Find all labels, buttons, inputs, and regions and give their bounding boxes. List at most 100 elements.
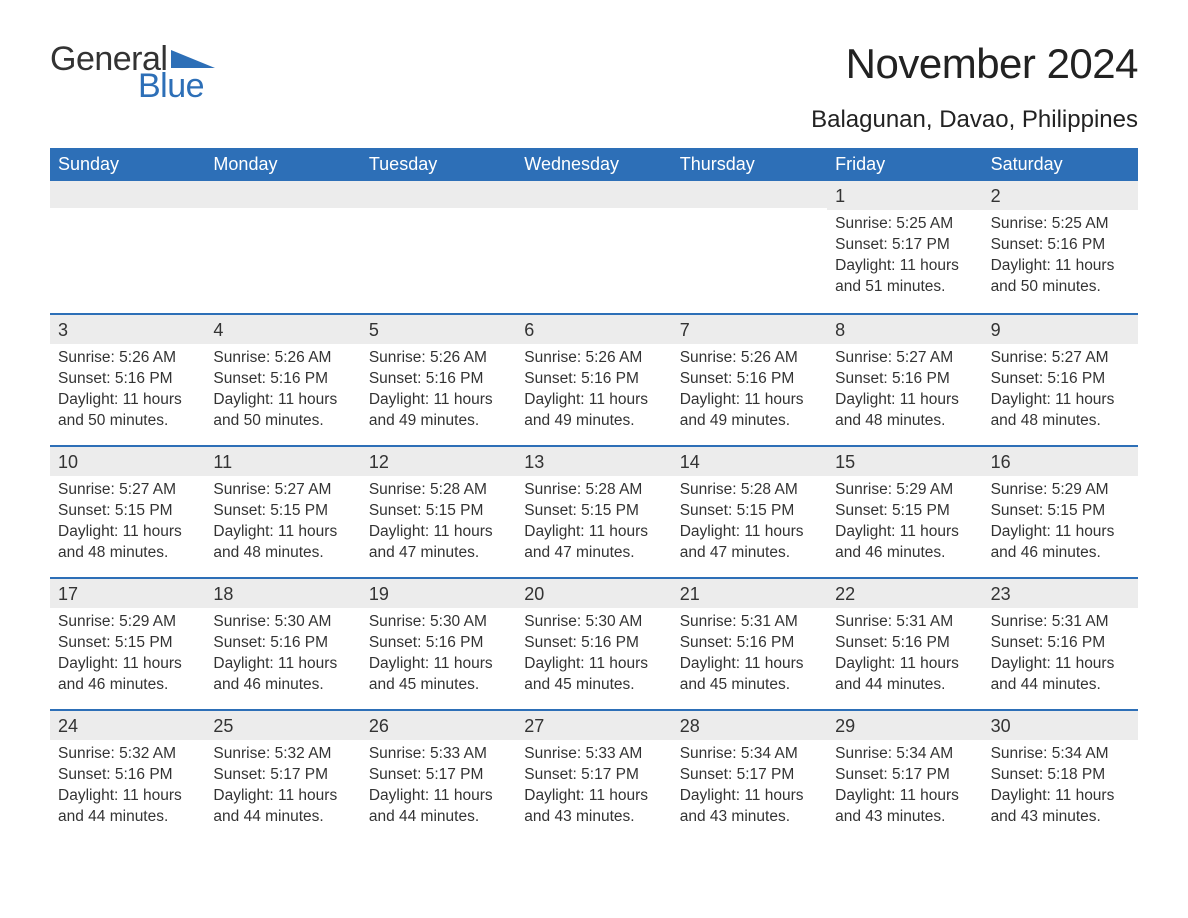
day-body: Sunrise: 5:25 AMSunset: 5:16 PMDaylight:… [983, 210, 1138, 306]
daylight-line: Daylight: 11 hours and 49 minutes. [524, 390, 663, 432]
day-body: Sunrise: 5:34 AMSunset: 5:17 PMDaylight:… [672, 740, 827, 836]
sunset-line: Sunset: 5:15 PM [991, 501, 1130, 522]
sunset-line: Sunset: 5:15 PM [524, 501, 663, 522]
daylight-line: Daylight: 11 hours and 47 minutes. [369, 522, 508, 564]
daylight-line: Daylight: 11 hours and 45 minutes. [524, 654, 663, 696]
day-number: 20 [516, 579, 671, 608]
daylight-line: Daylight: 11 hours and 50 minutes. [213, 390, 352, 432]
day-body: Sunrise: 5:30 AMSunset: 5:16 PMDaylight:… [205, 608, 360, 704]
weekday-header: Thursday [672, 148, 827, 181]
day-body: Sunrise: 5:25 AMSunset: 5:17 PMDaylight:… [827, 210, 982, 306]
empty-day-strip [361, 181, 516, 208]
day-body: Sunrise: 5:33 AMSunset: 5:17 PMDaylight:… [361, 740, 516, 836]
sunrise-line: Sunrise: 5:29 AM [991, 480, 1130, 501]
daylight-line: Daylight: 11 hours and 44 minutes. [835, 654, 974, 696]
day-cell: 4Sunrise: 5:26 AMSunset: 5:16 PMDaylight… [205, 315, 360, 445]
day-cell: 29Sunrise: 5:34 AMSunset: 5:17 PMDayligh… [827, 711, 982, 841]
day-number: 2 [983, 181, 1138, 210]
logo: General Blue [50, 40, 215, 106]
daylight-line: Daylight: 11 hours and 51 minutes. [835, 256, 974, 298]
day-cell: 5Sunrise: 5:26 AMSunset: 5:16 PMDaylight… [361, 315, 516, 445]
day-body: Sunrise: 5:31 AMSunset: 5:16 PMDaylight:… [672, 608, 827, 704]
day-number: 6 [516, 315, 671, 344]
sunrise-line: Sunrise: 5:26 AM [213, 348, 352, 369]
sunrise-line: Sunrise: 5:30 AM [213, 612, 352, 633]
day-number: 19 [361, 579, 516, 608]
day-number: 1 [827, 181, 982, 210]
sunrise-line: Sunrise: 5:28 AM [680, 480, 819, 501]
daylight-line: Daylight: 11 hours and 50 minutes. [991, 256, 1130, 298]
day-cell: 18Sunrise: 5:30 AMSunset: 5:16 PMDayligh… [205, 579, 360, 709]
sunrise-line: Sunrise: 5:29 AM [58, 612, 197, 633]
day-cell: 21Sunrise: 5:31 AMSunset: 5:16 PMDayligh… [672, 579, 827, 709]
daylight-line: Daylight: 11 hours and 46 minutes. [835, 522, 974, 564]
sunrise-line: Sunrise: 5:34 AM [835, 744, 974, 765]
daylight-line: Daylight: 11 hours and 44 minutes. [369, 786, 508, 828]
sunrise-line: Sunrise: 5:32 AM [213, 744, 352, 765]
logo-word-blue: Blue [138, 67, 215, 106]
sunset-line: Sunset: 5:17 PM [680, 765, 819, 786]
empty-day-strip [516, 181, 671, 208]
day-number: 17 [50, 579, 205, 608]
day-cell [50, 181, 205, 313]
day-body: Sunrise: 5:30 AMSunset: 5:16 PMDaylight:… [361, 608, 516, 704]
sunset-line: Sunset: 5:15 PM [58, 501, 197, 522]
day-cell: 9Sunrise: 5:27 AMSunset: 5:16 PMDaylight… [983, 315, 1138, 445]
sunset-line: Sunset: 5:16 PM [58, 765, 197, 786]
sunset-line: Sunset: 5:15 PM [835, 501, 974, 522]
day-body: Sunrise: 5:29 AMSunset: 5:15 PMDaylight:… [827, 476, 982, 572]
sunset-line: Sunset: 5:16 PM [680, 369, 819, 390]
day-cell: 7Sunrise: 5:26 AMSunset: 5:16 PMDaylight… [672, 315, 827, 445]
sunset-line: Sunset: 5:17 PM [835, 235, 974, 256]
daylight-line: Daylight: 11 hours and 43 minutes. [524, 786, 663, 828]
day-number: 27 [516, 711, 671, 740]
day-number: 12 [361, 447, 516, 476]
sunrise-line: Sunrise: 5:25 AM [991, 214, 1130, 235]
sunset-line: Sunset: 5:16 PM [991, 235, 1130, 256]
daylight-line: Daylight: 11 hours and 46 minutes. [991, 522, 1130, 564]
day-body: Sunrise: 5:26 AMSunset: 5:16 PMDaylight:… [672, 344, 827, 440]
day-number: 30 [983, 711, 1138, 740]
day-cell: 30Sunrise: 5:34 AMSunset: 5:18 PMDayligh… [983, 711, 1138, 841]
day-cell: 3Sunrise: 5:26 AMSunset: 5:16 PMDaylight… [50, 315, 205, 445]
daylight-line: Daylight: 11 hours and 47 minutes. [680, 522, 819, 564]
day-cell [672, 181, 827, 313]
day-number: 22 [827, 579, 982, 608]
weekday-header: Monday [205, 148, 360, 181]
day-cell: 28Sunrise: 5:34 AMSunset: 5:17 PMDayligh… [672, 711, 827, 841]
day-number: 15 [827, 447, 982, 476]
sunrise-line: Sunrise: 5:27 AM [58, 480, 197, 501]
daylight-line: Daylight: 11 hours and 49 minutes. [369, 390, 508, 432]
day-body: Sunrise: 5:28 AMSunset: 5:15 PMDaylight:… [672, 476, 827, 572]
daylight-line: Daylight: 11 hours and 45 minutes. [369, 654, 508, 696]
day-cell: 17Sunrise: 5:29 AMSunset: 5:15 PMDayligh… [50, 579, 205, 709]
sunset-line: Sunset: 5:16 PM [835, 633, 974, 654]
weekday-header: Saturday [983, 148, 1138, 181]
day-body: Sunrise: 5:27 AMSunset: 5:16 PMDaylight:… [983, 344, 1138, 440]
day-cell: 26Sunrise: 5:33 AMSunset: 5:17 PMDayligh… [361, 711, 516, 841]
empty-day-strip [672, 181, 827, 208]
day-body: Sunrise: 5:30 AMSunset: 5:16 PMDaylight:… [516, 608, 671, 704]
day-number: 24 [50, 711, 205, 740]
day-number: 26 [361, 711, 516, 740]
sunrise-line: Sunrise: 5:34 AM [680, 744, 819, 765]
sunrise-line: Sunrise: 5:26 AM [369, 348, 508, 369]
day-number: 4 [205, 315, 360, 344]
day-cell: 2Sunrise: 5:25 AMSunset: 5:16 PMDaylight… [983, 181, 1138, 313]
sunrise-line: Sunrise: 5:27 AM [213, 480, 352, 501]
day-body: Sunrise: 5:31 AMSunset: 5:16 PMDaylight:… [983, 608, 1138, 704]
day-number: 14 [672, 447, 827, 476]
daylight-line: Daylight: 11 hours and 48 minutes. [58, 522, 197, 564]
week-row: 3Sunrise: 5:26 AMSunset: 5:16 PMDaylight… [50, 313, 1138, 445]
day-cell: 12Sunrise: 5:28 AMSunset: 5:15 PMDayligh… [361, 447, 516, 577]
sunset-line: Sunset: 5:16 PM [835, 369, 974, 390]
week-row: 10Sunrise: 5:27 AMSunset: 5:15 PMDayligh… [50, 445, 1138, 577]
daylight-line: Daylight: 11 hours and 45 minutes. [680, 654, 819, 696]
day-cell: 24Sunrise: 5:32 AMSunset: 5:16 PMDayligh… [50, 711, 205, 841]
daylight-line: Daylight: 11 hours and 43 minutes. [680, 786, 819, 828]
empty-day-strip [50, 181, 205, 208]
weekday-header: Sunday [50, 148, 205, 181]
sunset-line: Sunset: 5:15 PM [213, 501, 352, 522]
header: General Blue November 2024 Balagunan, Da… [50, 40, 1138, 134]
day-body: Sunrise: 5:27 AMSunset: 5:15 PMDaylight:… [205, 476, 360, 572]
